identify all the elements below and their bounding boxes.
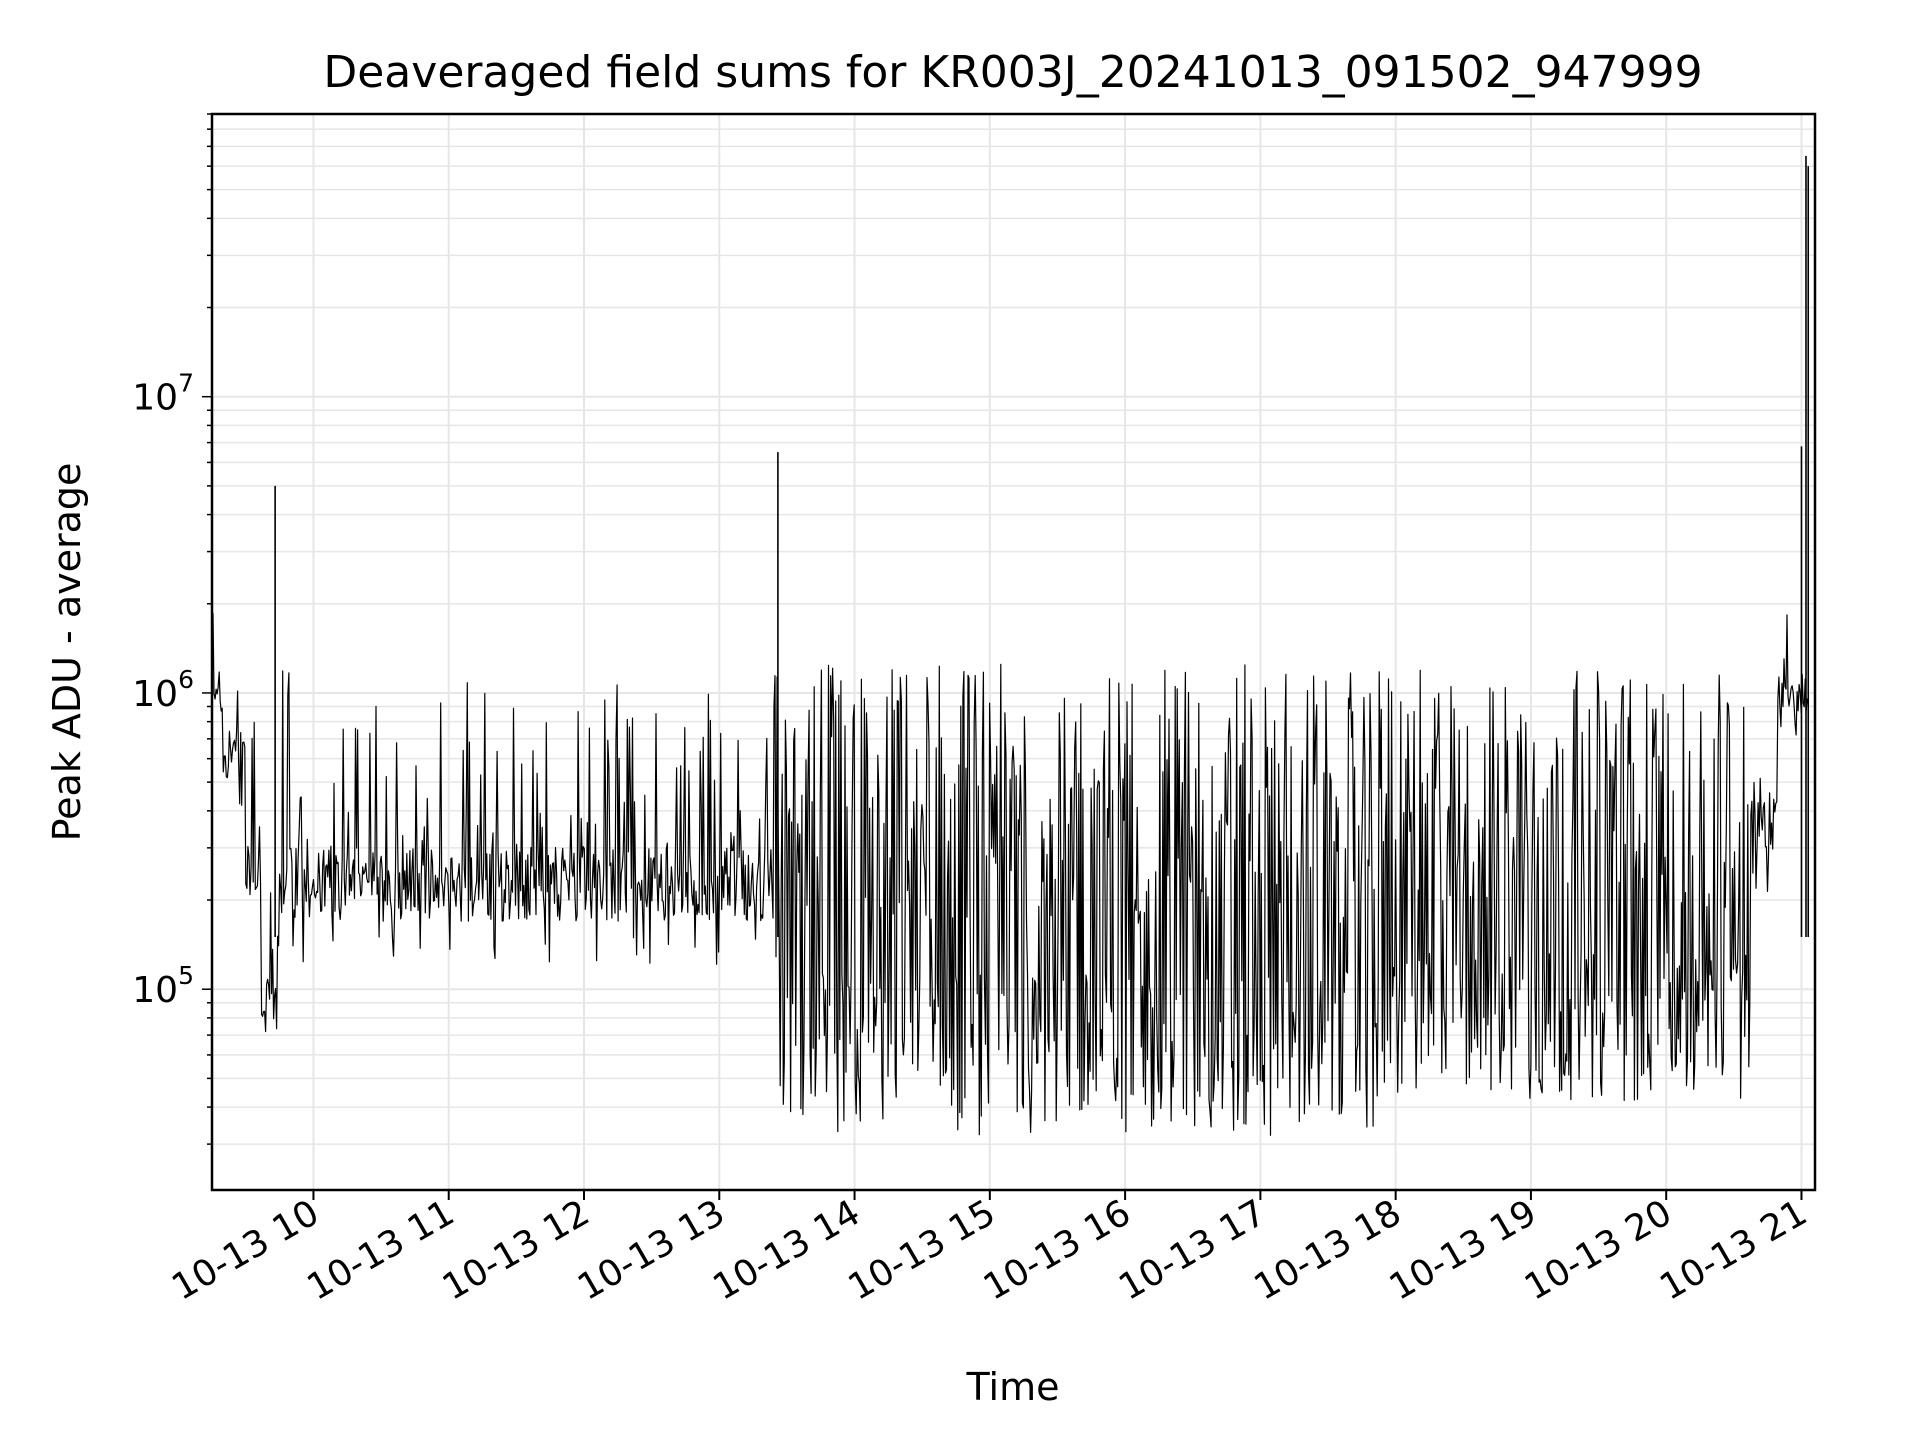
grid [212,113,1815,1190]
y-tick-label: 107 [132,369,194,419]
y-tick-label: 106 [132,665,194,715]
x-tick-label: 10-13 18 [1247,1192,1408,1308]
x-tick-label: 10-13 14 [706,1192,867,1308]
y-axis: 105 106 107 [132,113,212,1145]
y-axis-label: Peak ADU - average [45,463,89,842]
x-axis-label: Time [966,1365,1060,1409]
x-tick-label: 10-13 17 [1112,1192,1273,1308]
x-tick-label: 10-13 15 [842,1192,1003,1308]
x-tick-label: 10-13 16 [977,1192,1138,1308]
x-tick-label: 10-13 13 [571,1192,732,1308]
chart-title: Deaveraged field sums for KR003J_2024101… [323,47,1702,98]
x-tick-label: 10-13 11 [301,1192,462,1308]
x-tick-label: 10-13 12 [436,1192,597,1308]
x-tick-label: 10-13 19 [1383,1192,1544,1308]
series-line [211,612,1808,1136]
x-tick-label: 10-13 21 [1653,1192,1814,1308]
x-tick-label: 10-13 20 [1518,1192,1679,1308]
axes-frame [210,112,1817,1192]
x-tick-label: 10-13 10 [165,1192,326,1308]
plot-area [211,155,1810,1136]
y-tick-label: 105 [132,961,194,1011]
